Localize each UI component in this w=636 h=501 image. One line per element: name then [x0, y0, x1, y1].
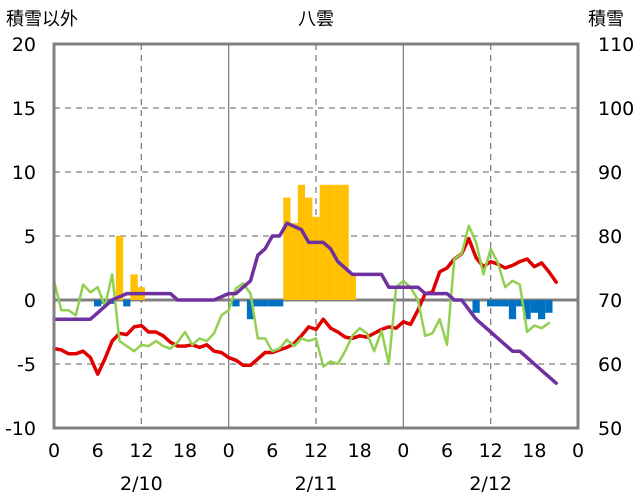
negative-bar — [232, 300, 240, 307]
right-axis-ticks: 110 100 90 80 70 60 50 — [598, 34, 634, 440]
negative-bar — [494, 300, 502, 307]
day-label: 2/12 — [469, 473, 512, 495]
negative-bar — [487, 300, 495, 307]
negative-bar — [516, 300, 524, 307]
day-label: 2/10 — [120, 473, 163, 495]
left-tick-label: -10 — [5, 418, 36, 440]
right-tick-label: 80 — [598, 226, 622, 248]
negative-bar — [472, 300, 480, 313]
negative-bar — [523, 300, 531, 320]
negative-bar — [501, 300, 509, 307]
right-tick-label: 100 — [598, 98, 634, 120]
x-axis-ticks: 0 6 12 18 0 6 12 18 0 6 12 18 0 — [48, 440, 584, 462]
x-tick-label: 6 — [92, 440, 104, 462]
right-tick-label: 90 — [598, 162, 622, 184]
x-tick-label: 0 — [223, 440, 235, 462]
right-tick-label: 110 — [598, 34, 634, 56]
right-tick-label: 70 — [598, 290, 622, 312]
left-tick-label: 5 — [24, 226, 36, 248]
left-tick-label: 0 — [24, 290, 36, 312]
left-tick-label: 20 — [12, 34, 36, 56]
x-tick-label: 18 — [348, 440, 372, 462]
precip-bar — [115, 236, 124, 300]
x-tick-label: 18 — [173, 440, 197, 462]
x-tick-label: 6 — [266, 440, 278, 462]
negative-bar — [261, 300, 269, 307]
negative-bar — [94, 300, 102, 307]
series-lines — [52, 221, 558, 385]
negative-bar — [275, 300, 284, 307]
x-tick-label: 6 — [441, 440, 453, 462]
left-tick-label: 15 — [12, 98, 36, 120]
negative-bar — [508, 300, 517, 320]
negative-bar — [123, 300, 131, 307]
precip-bar — [326, 184, 335, 300]
precip-bar — [341, 184, 349, 300]
left-axis-ticks: 20 15 10 5 0 -5 -10 — [5, 34, 36, 440]
day-labels: 2/10 2/11 2/12 — [120, 473, 512, 495]
day-label: 2/11 — [295, 473, 338, 495]
left-tick-label: -5 — [17, 354, 36, 376]
plot-frame — [52, 42, 580, 430]
series-line-1 — [52, 236, 558, 376]
x-tick-label: 12 — [479, 440, 503, 462]
series-line-2 — [52, 224, 551, 368]
left-axis-label: 積雪以外 — [6, 9, 78, 30]
precip-bar — [334, 184, 342, 300]
precip-bar — [305, 197, 313, 300]
x-tick-label: 0 — [397, 440, 409, 462]
precip-bar — [348, 274, 357, 300]
right-tick-label: 60 — [598, 354, 622, 376]
negative-bar — [268, 300, 276, 307]
right-axis-label: 積雪 — [588, 9, 624, 30]
negative-bar — [545, 300, 553, 313]
x-tick-label: 0 — [48, 440, 60, 462]
precip-bar — [312, 216, 320, 300]
series-line-3 — [52, 221, 558, 385]
negative-bar — [246, 300, 255, 320]
negative-bar — [537, 300, 546, 320]
chart-title: 八雲 — [298, 9, 334, 30]
right-tick-label: 50 — [598, 418, 622, 440]
precip-bar — [290, 223, 298, 300]
x-tick-label: 0 — [572, 440, 584, 462]
negative-bar — [530, 300, 538, 313]
left-tick-label: 10 — [12, 162, 36, 184]
x-tick-label: 12 — [304, 440, 328, 462]
x-tick-label: 12 — [129, 440, 153, 462]
negative-bar — [254, 300, 262, 307]
x-tick-label: 18 — [522, 440, 546, 462]
precip-bar — [130, 274, 138, 300]
precip-bar — [297, 184, 306, 300]
precip-bar — [283, 197, 291, 300]
